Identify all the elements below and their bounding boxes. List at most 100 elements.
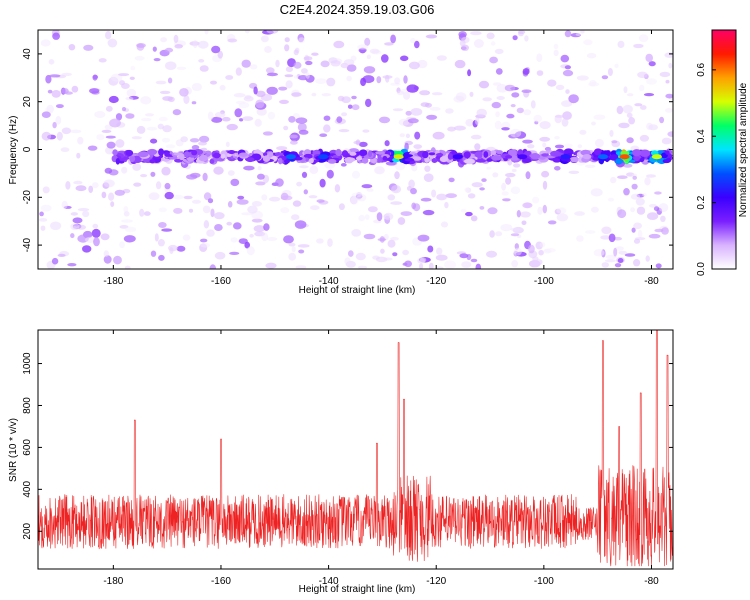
spectrogram-cell (467, 69, 472, 77)
spectrogram-band-cell (356, 156, 363, 161)
spectrogram-band-cell (115, 158, 120, 165)
spectrogram-cell (101, 191, 107, 199)
spectrogram-cell (660, 215, 666, 222)
snr-series-line (38, 330, 673, 567)
spectrogram-band-cell (505, 155, 513, 159)
spectrogram-cell (119, 241, 125, 249)
spectrogram-cell (655, 263, 662, 269)
spectrogram-cell (247, 205, 258, 214)
spectrogram-cell (198, 141, 207, 146)
spectrogram-cell (362, 129, 370, 133)
spectrogram-cell (553, 49, 559, 57)
spectrogram-cell (518, 30, 526, 34)
spectrogram-cell (61, 200, 68, 209)
spectrogram-cell (510, 104, 516, 108)
spectrogram-band-cell (582, 154, 592, 160)
spectrogram-cell (261, 194, 268, 201)
spectrogram-cell (528, 244, 535, 254)
spectrogram-cell (618, 122, 630, 129)
spectrogram-cell (319, 178, 326, 188)
spectrogram-cell (242, 116, 254, 121)
spectrogram-cell (266, 30, 279, 34)
spectrogram-cell (417, 234, 430, 242)
spectrogram-cell (584, 164, 596, 168)
spectrogram-band-cell (359, 149, 368, 156)
snr-y-ticks: 200 400 600 800 1000 (22, 352, 673, 540)
spectrogram-cell (65, 181, 71, 190)
spectrogram-cell (543, 249, 552, 254)
spectrogram-cell (533, 114, 543, 123)
spectrogram-cell (214, 251, 226, 260)
spectrogram-cell (292, 200, 302, 207)
spectrogram-cell (363, 233, 376, 240)
spectrogram-cell (255, 181, 266, 186)
chart-title: C2E4.2024.359.19.03.G06 (280, 2, 435, 17)
spectrogram-cell (565, 89, 570, 94)
spectrogram-cell (89, 88, 100, 94)
spectrogram-cell (435, 254, 448, 261)
spectrogram-cell (537, 206, 543, 215)
spectrogram-cell (40, 225, 46, 231)
spectrogram-cell (136, 125, 146, 134)
spectrogram-cell (564, 30, 572, 38)
spectrogram-cell (82, 210, 90, 218)
spectrogram-cell (647, 212, 659, 221)
spectrogram-cell (323, 124, 331, 133)
spectrogram-cell (121, 83, 130, 89)
spectrogram-cell (165, 144, 176, 149)
spectrogram-cell (206, 229, 215, 237)
spectrogram-cell (420, 197, 432, 202)
spectrogram-cell (384, 140, 390, 147)
spectrogram-cell (136, 43, 146, 48)
spectrogram-cell (234, 108, 243, 118)
spectrogram-cell (426, 114, 438, 120)
spectrogram-cell (283, 125, 289, 131)
spectrogram-cell (96, 134, 105, 141)
spectrogram-cell (41, 131, 52, 141)
spectrogram-cell (475, 263, 482, 269)
spectrogram-cell (107, 38, 118, 48)
y-tick-label: 1000 (22, 352, 33, 375)
spectrogram-cell (260, 35, 269, 43)
spectrogram-cell (639, 134, 650, 142)
spectrogram-cell (618, 250, 628, 255)
spectrogram-cell (109, 118, 121, 128)
spectrogram-cell (280, 195, 293, 201)
spectrogram-cell (77, 136, 84, 145)
spectrogram-cell (115, 113, 123, 121)
spectrogram-band-cell (392, 158, 398, 162)
spectrogram-cell (48, 74, 61, 78)
spectrogram-cell (454, 59, 466, 69)
spectrogram-cell (121, 166, 128, 174)
spectrogram-cell (593, 249, 605, 257)
spectrogram-cell (343, 59, 355, 66)
spectrogram-cell (200, 147, 208, 152)
spectrogram-peak (285, 154, 296, 160)
spectrogram-cell (131, 136, 142, 140)
spectrogram-cell (297, 122, 307, 132)
spectrogram-cell (561, 118, 569, 127)
spectrogram-cell (173, 34, 179, 44)
spectrogram-band-cell (178, 153, 185, 161)
spectrogram-cell (207, 198, 214, 204)
spectrogram-peak (651, 154, 662, 160)
spectrogram-band-cell (491, 155, 502, 161)
spectrogram-cell (244, 30, 250, 34)
spectrogram-cell (554, 114, 562, 124)
spectrogram-cell (191, 101, 197, 105)
spectrogram-cell (351, 104, 360, 111)
spectrogram-cell (593, 114, 606, 120)
spectrogram-band-cell (662, 159, 669, 164)
spectrogram-cell (348, 250, 354, 257)
spectrogram-cell (140, 174, 148, 178)
spectrogram-cell (341, 96, 351, 104)
spectrogram-cell (665, 79, 670, 84)
spectrogram-cell (617, 209, 627, 219)
spectrogram-cell (253, 86, 258, 95)
spectrogram-cell (285, 80, 293, 89)
spectrogram-cell (249, 233, 254, 238)
spectrogram-cell (481, 178, 487, 183)
spectrogram-cell (422, 209, 435, 216)
spectrogram-cell (509, 128, 522, 138)
spectrogram-cell (158, 254, 165, 261)
